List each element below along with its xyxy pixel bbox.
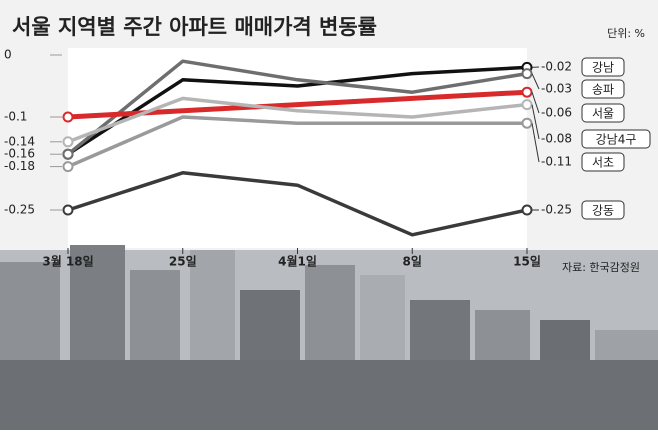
end-point (64, 113, 73, 122)
value-label: -0.03 (541, 82, 572, 96)
end-point (523, 69, 532, 78)
legend-label: 강남 (592, 61, 614, 75)
unit: 단위: % (607, 27, 645, 40)
end-point (523, 88, 532, 97)
x-tick-label: 15일 (513, 255, 541, 269)
x-tick-label: 8일 (403, 255, 422, 269)
city-photo (0, 245, 658, 430)
chart-title: 서울 지역별 주간 아파트 매매가격 변동률 (12, 15, 377, 39)
end-point (523, 119, 532, 128)
end-point (64, 150, 73, 159)
value-label: -0.11 (541, 155, 572, 169)
x-tick-label: 3월 18일 (42, 254, 93, 269)
end-point (523, 206, 532, 215)
end-point (64, 162, 73, 171)
y-tick-label: -0.25 (4, 203, 35, 217)
y-tick-label: -0.1 (4, 110, 27, 124)
legend-label: 송파 (592, 83, 614, 97)
y-tick-label: -0.18 (4, 159, 35, 173)
value-label: -0.25 (541, 203, 572, 217)
legend-label: 서초 (592, 156, 614, 170)
x-tick-label: 4월1일 (278, 254, 317, 269)
plot-panel (68, 48, 527, 248)
end-point (64, 206, 73, 215)
legend-label: 강동 (592, 204, 614, 218)
value-label: -0.02 (541, 60, 572, 74)
source: 자료: 한국감정원 (562, 261, 640, 274)
value-label: -0.06 (541, 106, 572, 120)
legend-label: 강남4구 (596, 133, 637, 147)
end-point (64, 137, 73, 146)
legend-label: 서울 (592, 107, 614, 121)
end-point (523, 100, 532, 109)
x-tick-label: 25일 (169, 255, 197, 269)
value-label: -0.08 (541, 132, 572, 146)
y-tick-label: 0 (4, 48, 12, 62)
